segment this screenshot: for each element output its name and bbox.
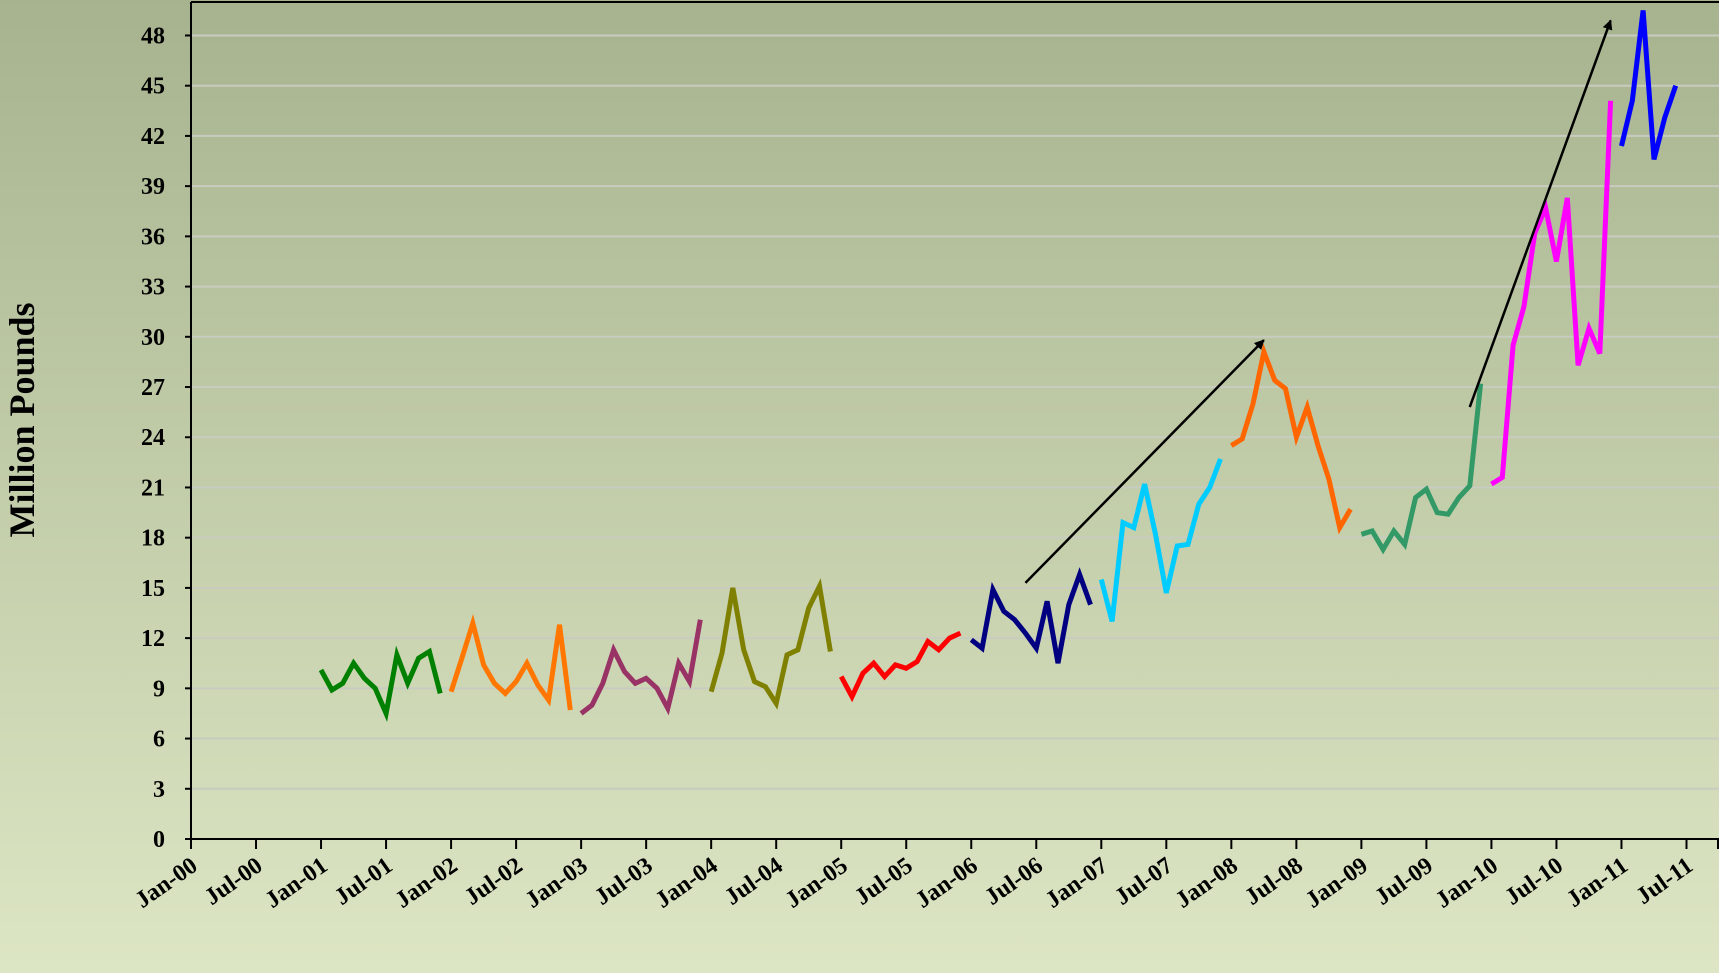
series-line-2005 <box>838 630 962 703</box>
series-line-2007 <box>1098 458 1223 623</box>
series-line-2010 <box>1490 100 1614 487</box>
y-tick-label: 18 <box>141 526 165 552</box>
y-tick-label: 36 <box>141 224 165 250</box>
series-line-2001 <box>318 645 443 723</box>
y-tick-label: 24 <box>141 425 165 451</box>
series-group <box>318 10 1679 723</box>
y-tick-label: 45 <box>141 74 165 100</box>
series-line-2003 <box>579 619 703 716</box>
y-tick-label: 15 <box>141 576 165 602</box>
series-line-2004 <box>708 578 833 710</box>
y-tick-label: 0 <box>153 827 165 853</box>
y-axis-label: Million Pounds <box>2 302 42 537</box>
y-tick-label: 27 <box>141 375 165 401</box>
y-tick-label: 9 <box>153 676 165 702</box>
annotations <box>1024 19 1613 584</box>
y-tick-label: 3 <box>153 777 165 803</box>
trend-arrow-2 <box>1468 19 1613 408</box>
series-line-2002 <box>448 613 573 711</box>
y-tick-label: 12 <box>141 626 165 652</box>
y-tick-label: 6 <box>153 727 165 753</box>
grid <box>191 34 1719 790</box>
series-line-2006 <box>969 567 1093 664</box>
y-tick-label: 33 <box>141 275 165 301</box>
trend-arrow-1 <box>1024 339 1265 584</box>
y-tick-label: 48 <box>141 23 165 49</box>
series-line-2009 <box>1360 383 1484 555</box>
y-tick-label: 30 <box>141 325 165 351</box>
series-line-2011 <box>1619 10 1679 161</box>
y-tick-label: 21 <box>141 475 165 501</box>
y-tick-label: 42 <box>141 124 165 150</box>
series-line-2008 <box>1229 343 1353 535</box>
y-tick-label: 39 <box>141 174 165 200</box>
